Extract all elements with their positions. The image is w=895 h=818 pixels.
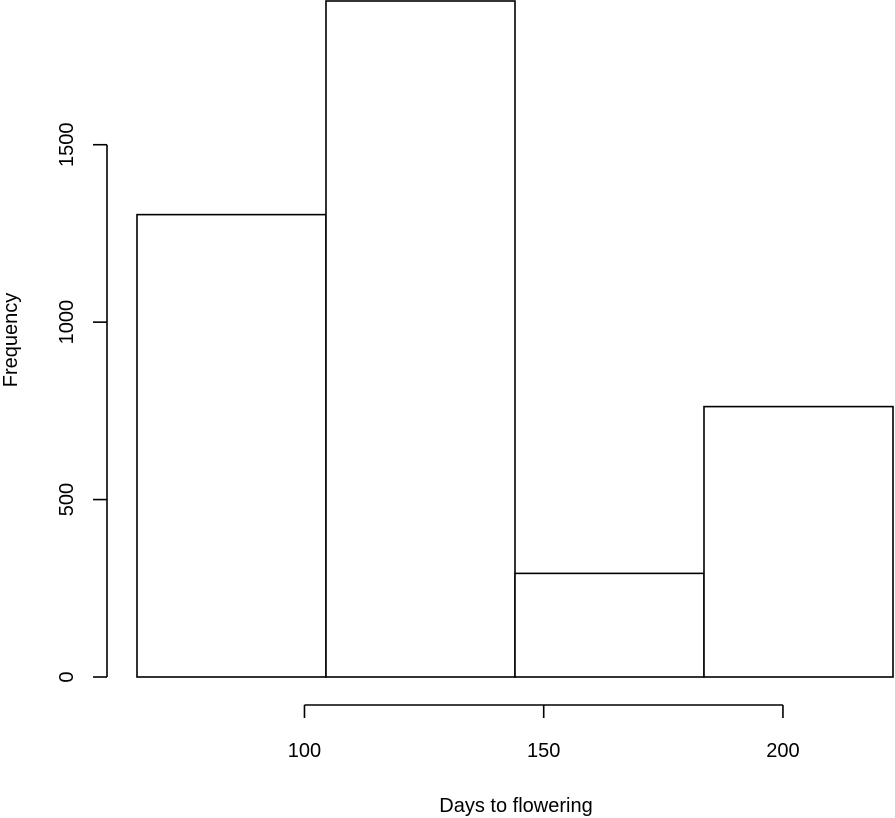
y-axis: 0 500 1000 1500 <box>56 122 108 683</box>
y-tick-label: 500 <box>56 483 78 516</box>
histogram-bar <box>136 213 327 678</box>
x-tick-label: 100 <box>288 740 321 762</box>
histogram-bars <box>136 0 894 678</box>
y-tick-label: 1000 <box>56 300 78 345</box>
histogram-bar <box>514 572 705 678</box>
x-axis-label: Days to flowering <box>439 795 592 817</box>
histogram-bar <box>325 0 516 678</box>
y-tick-label: 0 <box>56 671 78 682</box>
y-axis-label: Frequency <box>0 293 22 388</box>
y-tick-label: 1500 <box>56 122 78 167</box>
x-tick-label: 150 <box>527 740 560 762</box>
histogram-bar <box>703 405 894 678</box>
x-tick-label: 200 <box>766 740 799 762</box>
x-axis: 100 150 200 <box>288 704 800 762</box>
